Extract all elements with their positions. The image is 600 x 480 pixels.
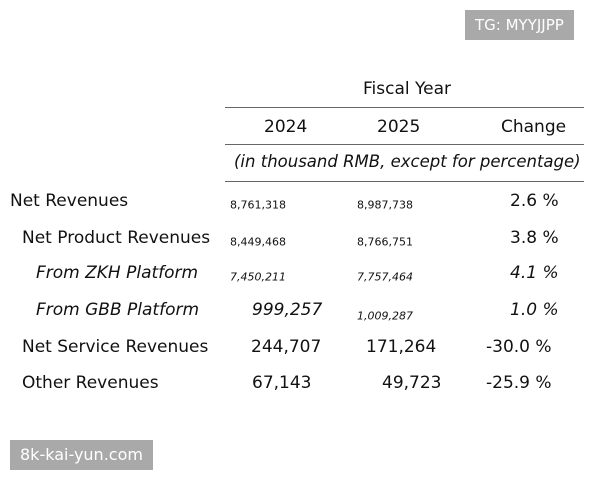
value-change: -25.9 % [486, 373, 552, 393]
table-row: Net Revenues 8,761,318 8,987,738 2.6 % [0, 186, 600, 216]
group-header: Fiscal Year [363, 79, 452, 99]
value-2025: 8,987,738 [357, 198, 413, 212]
value-change: 2.6 % [510, 191, 559, 211]
value-2025: 7,757,464 [357, 270, 413, 284]
value-2024: 8,449,468 [230, 235, 286, 249]
unit-note: (in thousand RMB, except for percentage) [234, 152, 581, 171]
value-2025: 8,766,751 [357, 235, 413, 249]
column-header-change: Change [501, 117, 567, 137]
value-2024: 7,450,211 [230, 270, 286, 284]
table-row: From ZKH Platform 7,450,211 7,757,464 4.… [0, 258, 600, 288]
value-change: -30.0 % [486, 337, 552, 357]
divider [225, 144, 584, 145]
row-label: From ZKH Platform [36, 263, 199, 283]
value-2024: 67,143 [252, 373, 312, 393]
table-row: Net Product Revenues 8,449,468 8,766,751… [0, 223, 600, 253]
value-2025: 49,723 [382, 373, 442, 393]
table-row: From GBB Platform 999,257 1,009,287 1.0 … [0, 295, 600, 325]
watermark-top: TG: MYYJJPP [465, 10, 574, 40]
column-header-2024: 2024 [264, 117, 308, 137]
value-2025: 171,264 [366, 337, 437, 357]
row-label: From GBB Platform [36, 300, 200, 320]
table-row: Other Revenues 67,143 49,723 -25.9 % [0, 368, 600, 398]
row-label: Net Product Revenues [22, 228, 211, 248]
row-label: Net Service Revenues [22, 337, 209, 357]
table-row: Net Service Revenues 244,707 171,264 -30… [0, 332, 600, 362]
value-change: 1.0 % [510, 300, 559, 320]
value-2024: 244,707 [251, 337, 322, 357]
value-2024: 999,257 [252, 300, 323, 320]
row-label: Other Revenues [22, 373, 159, 393]
value-2025: 1,009,287 [357, 309, 413, 323]
value-2024: 8,761,318 [230, 198, 286, 212]
row-label: Net Revenues [10, 191, 129, 211]
watermark-bottom: 8k-kai-yun.com [10, 440, 153, 470]
divider [225, 181, 584, 182]
column-header-2025: 2025 [377, 117, 421, 137]
value-change: 3.8 % [510, 228, 559, 248]
value-change: 4.1 % [510, 263, 559, 283]
divider [225, 107, 584, 108]
